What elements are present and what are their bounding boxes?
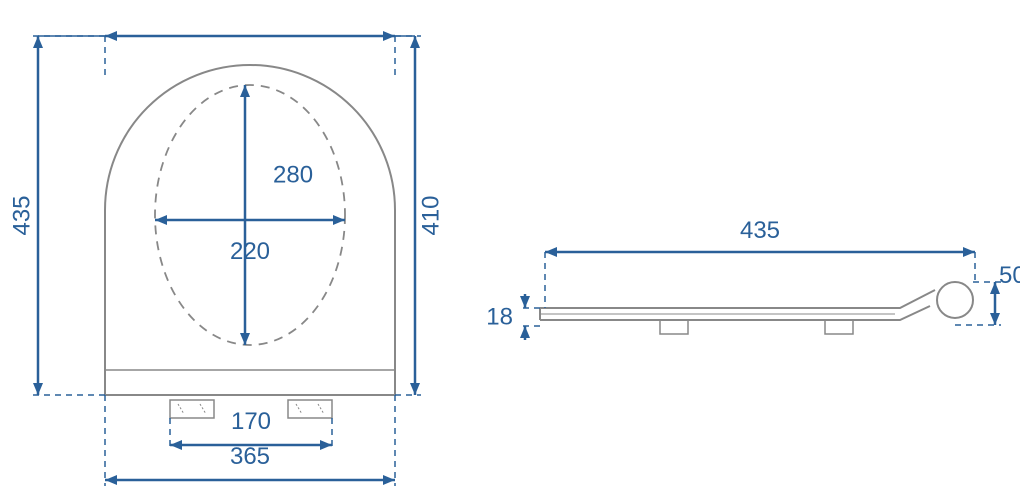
side-bracket [825,320,853,334]
hinge-circle [937,282,973,318]
mount-bracket [170,400,214,418]
dim-18: 18 [486,304,513,331]
top-view: 435 410 365 170 220 280 [9,31,445,486]
svg-text:435: 435 [9,195,36,235]
svg-text:170: 170 [231,408,271,435]
svg-text:410: 410 [418,195,445,235]
dim-280: 280 [273,162,313,189]
dim-435-side: 435 [740,217,780,244]
mount-bracket [288,400,332,418]
dim-50: 50 [999,262,1020,289]
svg-text:365: 365 [230,443,270,470]
dim-220: 220 [230,238,270,265]
side-bracket [660,320,688,334]
side-view: 435 50 18 [486,217,1020,340]
inner-opening [155,85,345,345]
